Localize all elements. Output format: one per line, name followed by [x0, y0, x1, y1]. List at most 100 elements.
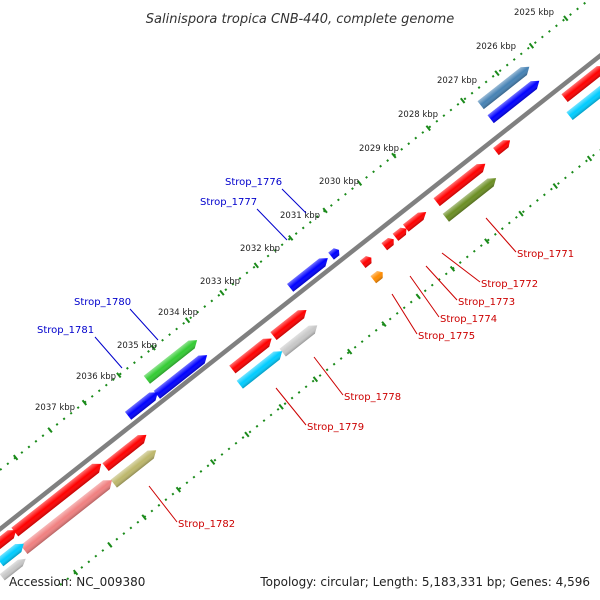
gene-shading — [392, 227, 407, 241]
leader-line — [129, 308, 159, 341]
tick-mark — [219, 289, 225, 296]
gene-feature — [370, 270, 383, 284]
tick-mark — [244, 431, 250, 438]
gene-shading — [493, 140, 511, 156]
gene-shading — [381, 237, 394, 251]
tick-mark — [209, 459, 216, 466]
gene-label-reverse: Strop_1773 — [458, 297, 515, 308]
gene-label-forward: Strop_1777 — [200, 197, 257, 208]
gene-feature — [0, 543, 24, 567]
kbp-tick-label: 2030 kbp — [319, 177, 359, 187]
tick-mark — [356, 180, 363, 186]
tick-mark — [347, 348, 353, 355]
gene-feature — [143, 340, 198, 384]
gene-shading — [124, 392, 158, 420]
gene-shading — [11, 463, 102, 537]
gene-label-forward: Strop_1780 — [74, 297, 131, 308]
tick-mark — [175, 486, 182, 493]
kbp-tick-label: 2036 kbp — [76, 372, 116, 382]
tick-mark — [460, 97, 466, 104]
gene-shading — [0, 529, 17, 550]
inner-tick-track — [59, 149, 600, 586]
gene-feature — [287, 258, 328, 292]
tick-mark — [494, 70, 500, 77]
gene-features — [0, 65, 600, 581]
gene-feature — [11, 463, 102, 537]
gene-shading — [110, 450, 157, 488]
gene-feature — [442, 178, 497, 222]
tick-mark — [391, 152, 397, 159]
gene-feature — [270, 309, 307, 340]
leader-line — [148, 485, 178, 523]
gene-feature — [0, 558, 26, 581]
gene-feature — [477, 66, 530, 110]
kbp-tick-label: 2027 kbp — [437, 76, 477, 86]
tick-mark — [449, 265, 456, 272]
gene-feature — [0, 529, 17, 550]
genome-summary-text: Topology: circular; Length: 5,183,331 bp… — [259, 575, 590, 589]
tick-mark — [425, 125, 431, 132]
gene-shading — [566, 83, 600, 121]
tick-dot-tracks — [0, 0, 600, 586]
gene-feature — [328, 248, 340, 260]
leader-line — [391, 293, 418, 335]
tick-mark — [141, 514, 147, 521]
gene-feature — [110, 450, 157, 488]
tick-mark — [150, 344, 156, 351]
gene-shading — [279, 325, 318, 357]
gene-feature — [392, 227, 407, 241]
gene-feature — [359, 256, 372, 268]
gene-label-layer: Strop_1776 Strop_1777 Strop_1780 Strop_1781… — [37, 177, 574, 530]
gene-feature — [493, 140, 511, 156]
gene-shading — [102, 434, 147, 472]
gene-label-reverse: Strop_1782 — [178, 519, 235, 530]
outer-tick-track — [0, 0, 591, 471]
kbp-tick-label: 2034 kbp — [158, 308, 198, 318]
kbp-tick-label: 2029 kbp — [359, 144, 399, 154]
tick-mark — [415, 293, 421, 300]
leader-line — [485, 217, 517, 253]
kbp-tick-label: 2037 kbp — [35, 403, 75, 413]
kbp-tick-label: 2026 kbp — [476, 42, 516, 52]
gene-feature — [561, 65, 600, 103]
gene-shading — [359, 256, 372, 268]
tick-mark — [484, 238, 490, 245]
leader-line — [281, 188, 307, 214]
leader-line — [256, 208, 288, 241]
kbp-tick-label: 2028 kbp — [398, 110, 438, 120]
kbp-tick-label: 2031 kbp — [280, 211, 320, 221]
kbp-tick-label: 2033 kbp — [200, 277, 240, 287]
gene-label-reverse: Strop_1775 — [418, 331, 475, 342]
gene-shading — [561, 65, 600, 103]
leader-line — [441, 252, 481, 283]
gene-shading — [477, 66, 530, 110]
tick-mark — [288, 234, 294, 241]
gene-shading — [370, 270, 383, 284]
map-title: Salinispora tropica CNB-440, complete ge… — [146, 12, 454, 27]
gene-label-reverse: Strop_1774 — [440, 314, 497, 325]
kbp-tick-labels: 2025 kbp 2026 kbp 2027 kbp 2028 kbp 2029 kbp… — [35, 8, 554, 413]
tick-mark — [253, 262, 259, 269]
gene-feature — [229, 338, 272, 374]
tick-mark — [278, 403, 284, 410]
gene-shading — [0, 558, 26, 581]
gene-shading — [143, 340, 198, 384]
tick-mark — [12, 454, 19, 461]
kbp-tick-label: 2035 kbp — [117, 341, 157, 351]
gene-feature — [566, 83, 600, 121]
gene-shading — [403, 211, 427, 232]
gene-shading — [270, 309, 307, 340]
leader-line — [275, 387, 307, 426]
leader-line — [313, 356, 344, 396]
leader-line — [94, 336, 123, 369]
gene-label-forward: Strop_1776 — [225, 177, 282, 188]
gene-feature — [153, 355, 208, 399]
gene-shading — [0, 543, 24, 567]
gene-shading — [236, 351, 283, 389]
gene-label-reverse: Strop_1778 — [344, 392, 401, 403]
gene-feature — [433, 163, 486, 207]
kbp-tick-label: 2025 kbp — [514, 8, 554, 18]
tick-mark — [381, 321, 387, 327]
gene-feature — [236, 351, 283, 389]
